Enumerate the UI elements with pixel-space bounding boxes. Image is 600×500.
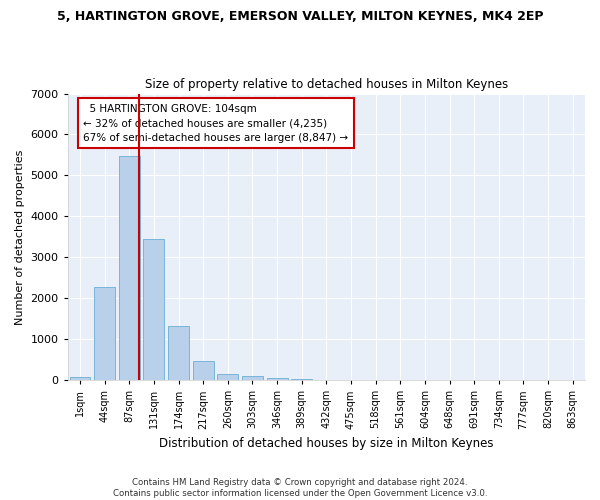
Bar (70, 377, 91, 380)
Bar (193, 362, 214, 380)
Title: Size of property relative to detached houses in Milton Keynes: Size of property relative to detached ho… (145, 78, 508, 91)
Y-axis label: Number of detached properties: Number of detached properties (15, 149, 25, 324)
Bar (119, 156, 140, 380)
Bar (266, 378, 287, 380)
Bar (242, 376, 263, 380)
Text: 5 HARTINGTON GROVE: 104sqm  
← 32% of detached houses are smaller (4,235)
67% of: 5 HARTINGTON GROVE: 104sqm ← 32% of deta… (83, 104, 349, 143)
X-axis label: Distribution of detached houses by size in Milton Keynes: Distribution of detached houses by size … (159, 437, 494, 450)
Bar (291, 379, 312, 380)
Bar (217, 374, 238, 380)
Bar (168, 326, 189, 380)
Bar (143, 239, 164, 380)
Bar (94, 287, 115, 380)
Text: 5, HARTINGTON GROVE, EMERSON VALLEY, MILTON KEYNES, MK4 2EP: 5, HARTINGTON GROVE, EMERSON VALLEY, MIL… (57, 10, 543, 23)
Text: Contains HM Land Registry data © Crown copyright and database right 2024.
Contai: Contains HM Land Registry data © Crown c… (113, 478, 487, 498)
